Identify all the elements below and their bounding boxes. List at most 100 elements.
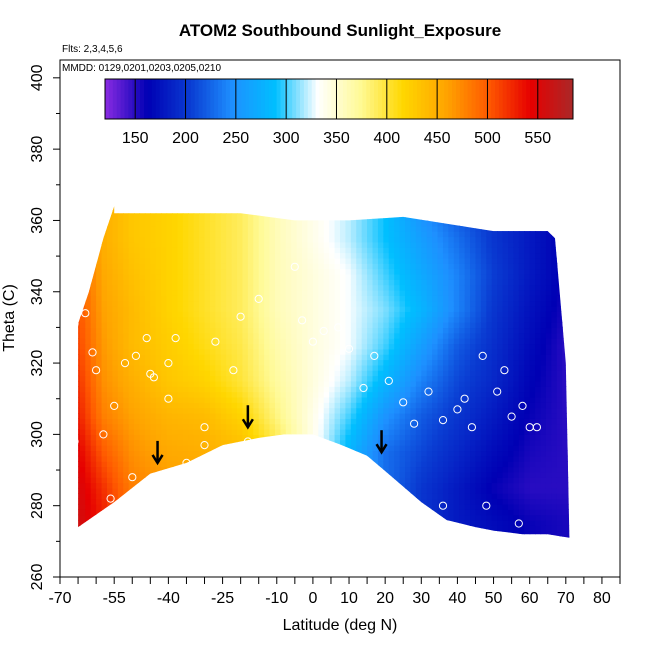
heatmap-cell (453, 482, 460, 489)
heatmap-cell (166, 498, 173, 505)
heatmap-cell (302, 364, 309, 371)
heatmap-cell (448, 241, 455, 248)
heatmap-cell (470, 322, 477, 329)
heatmap-cell (139, 386, 146, 393)
heatmap-cell (377, 498, 384, 505)
heatmap-cell (285, 407, 292, 414)
heatmap-cell (372, 423, 379, 430)
heatmap-cell (237, 487, 244, 494)
heatmap-cell (106, 434, 113, 441)
heatmap-cell (383, 429, 390, 435)
heatmap-cell (269, 220, 276, 227)
heatmap-cell (307, 471, 314, 478)
heatmap-cell (123, 482, 130, 489)
heatmap-cell (215, 206, 222, 211)
heatmap-cell (215, 380, 222, 387)
heatmap-cell (150, 364, 157, 371)
heatmap-cell (345, 412, 352, 419)
heatmap-cell (188, 477, 195, 484)
heatmap-cell (150, 471, 157, 478)
heatmap-cell (307, 455, 314, 462)
heatmap-cell (345, 370, 352, 377)
heatmap-cell (237, 332, 244, 339)
heatmap-cell (334, 348, 341, 355)
heatmap-cell (377, 493, 384, 500)
heatmap-cell (367, 215, 374, 222)
heatmap-cell (204, 487, 211, 494)
heatmap-cell (101, 338, 108, 345)
heatmap-cell (204, 402, 211, 409)
heatmap-cell (123, 268, 130, 275)
heatmap-cell (231, 220, 238, 227)
heatmap-cell (112, 316, 119, 323)
heatmap-cell (231, 225, 238, 232)
heatmap-cell (377, 348, 384, 355)
heatmap-cell (399, 338, 406, 345)
heatmap-cell (464, 289, 471, 296)
heatmap-cell (274, 487, 281, 494)
heatmap-cell (199, 209, 206, 216)
heatmap-cell (448, 455, 455, 462)
heatmap-cell (312, 306, 319, 312)
heatmap-cell (285, 455, 292, 462)
heatmap-cell (123, 536, 130, 538)
heatmap-cell (350, 396, 357, 403)
heatmap-cell (226, 364, 233, 371)
heatmap-cell (318, 530, 325, 537)
heatmap-cell (209, 364, 216, 371)
heatmap-cell (356, 375, 363, 382)
heatmap-cell (237, 199, 243, 205)
heatmap-cell (372, 407, 379, 414)
heatmap-cell (464, 514, 471, 521)
heatmap-cell (85, 514, 92, 521)
heatmap-cell (258, 407, 265, 414)
heatmap-cell (231, 396, 238, 403)
heatmap-cell (377, 295, 384, 302)
heatmap-cell (410, 327, 417, 334)
heatmap-cell (193, 530, 200, 537)
heatmap-cell (475, 536, 482, 538)
heatmap-cell (139, 412, 146, 419)
heatmap-cell (220, 338, 227, 345)
heatmap-cell (421, 519, 428, 526)
heatmap-cell (264, 471, 271, 478)
heatmap-cell (215, 455, 222, 462)
heatmap-cell (150, 386, 157, 393)
heatmap-cell (106, 423, 113, 430)
heatmap-cell (193, 514, 200, 521)
heatmap-cell (101, 487, 108, 494)
heatmap-cell (285, 247, 292, 254)
heatmap-cell (367, 429, 374, 435)
heatmap-cell (307, 487, 314, 494)
heatmap-cell (475, 241, 482, 248)
heatmap-cell (410, 284, 417, 291)
heatmap-cell (285, 206, 292, 211)
heatmap-cell (161, 487, 168, 494)
heatmap-cell (85, 386, 92, 393)
heatmap-cell (377, 322, 384, 329)
heatmap-cell (323, 332, 330, 339)
heatmap-cell (96, 273, 103, 280)
heatmap-cell (442, 439, 449, 446)
heatmap-cell (139, 396, 146, 403)
heatmap-cell (356, 273, 363, 280)
heatmap-cell (172, 375, 179, 382)
heatmap-cell (139, 354, 146, 361)
heatmap-cell (78, 300, 81, 307)
heatmap-cell (302, 332, 309, 339)
heatmap-cell (280, 209, 287, 216)
heatmap-cell (166, 370, 173, 377)
heatmap-cell (182, 530, 189, 537)
heatmap-cell (312, 386, 319, 393)
heatmap-cell (274, 514, 281, 521)
heatmap-cell (193, 482, 200, 489)
heatmap-cell (442, 530, 449, 537)
heatmap-cell (134, 418, 141, 425)
heatmap-cell (220, 450, 227, 457)
heatmap-cell (161, 215, 168, 222)
heatmap-cell (166, 434, 173, 441)
heatmap-cell (144, 306, 151, 312)
heatmap-cell (139, 332, 146, 339)
heatmap-cell (383, 279, 390, 286)
heatmap-cell (209, 338, 216, 345)
